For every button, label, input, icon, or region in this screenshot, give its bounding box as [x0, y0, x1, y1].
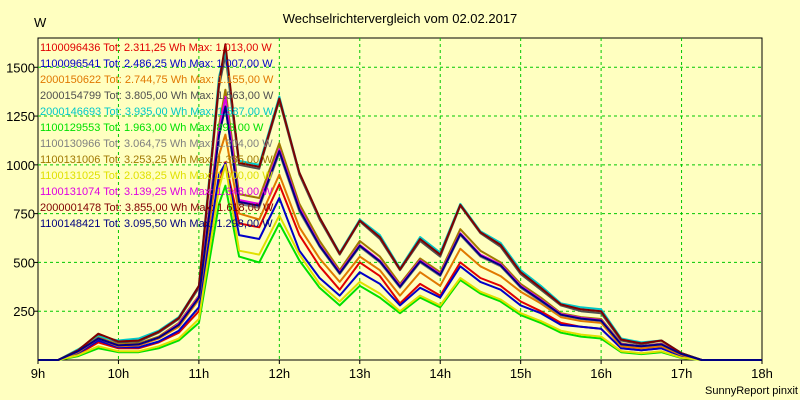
y-tick-label: 1000 — [6, 158, 35, 173]
x-tick-label: 10h — [108, 366, 130, 381]
legend: 1100096436 Tot: 2.311,25 Wh Max: 1.013,0… — [40, 42, 274, 230]
legend-entry-1100131006: 1100131006 Tot: 3.253,25 Wh Max: 1.385,0… — [40, 154, 273, 166]
x-tick-label: 16h — [590, 366, 612, 381]
legend-entry-2000154799: 2000154799 Tot: 3.805,00 Wh Max: 1.563,0… — [40, 90, 274, 102]
x-tick-label: 18h — [751, 366, 773, 381]
series-line-1100148421 — [38, 105, 762, 361]
series-line-2000001478 — [38, 43, 762, 361]
x-tick-label: 9h — [31, 366, 45, 381]
y-axis-unit: W — [34, 15, 47, 30]
x-tick-label: 13h — [349, 366, 371, 381]
x-tick-label: 11h — [189, 366, 210, 381]
x-tick-label: 12h — [268, 366, 290, 381]
x-tick-label: 15h — [510, 366, 532, 381]
chart-title: Wechselrichtervergleich vom 02.02.2017 — [283, 11, 518, 26]
x-tick-label: 14h — [429, 366, 451, 381]
legend-entry-2000146693: 2000146693 Tot: 3.935,00 Wh Max: 1.587,0… — [40, 106, 274, 118]
y-tick-label: 250 — [13, 304, 35, 319]
series-line-1100096541 — [38, 162, 762, 361]
legend-entry-1100131074: 1100131074 Tot: 3.139,25 Wh Max: 1.348,0… — [40, 186, 273, 198]
y-tick-label: 1250 — [6, 109, 35, 124]
legend-entry-2000001478: 2000001478 Tot: 3.855,00 Wh Max: 1.618,0… — [40, 202, 274, 214]
y-tick-label: 500 — [13, 255, 35, 270]
legend-entry-1100130966: 1100130966 Tot: 3.064,75 Wh Max: 1.304,0… — [40, 138, 273, 150]
legend-entry-1100131025: 1100131025 Tot: 2.038,25 Wh Max: 1.000,0… — [40, 170, 273, 182]
legend-entry-1100148421: 1100148421 Tot: 3.095,50 Wh Max: 1.298,0… — [40, 218, 273, 230]
x-axis: 9h 10h 11h 12h 13h 14h 15h 16h 17h 18h — [31, 360, 773, 381]
legend-entry-1100096541: 1100096541 Tot: 2.486,25 Wh Max: 1.007,0… — [40, 58, 273, 70]
footer-credit: SunnyReport pinxit — [705, 385, 798, 397]
series-line-1100131025 — [38, 163, 762, 361]
y-tick-label: 750 — [13, 207, 35, 222]
y-axis: 250 500 750 1000 1250 1500 — [6, 60, 38, 319]
legend-entry-1100129553: 1100129553 Tot: 1.963,00 Wh Max: 893,00 … — [40, 122, 264, 134]
y-tick-label: 1500 — [6, 60, 35, 75]
legend-entry-1100096436: 1100096436 Tot: 2.311,25 Wh Max: 1.013,0… — [40, 42, 272, 54]
legend-entry-2000150622: 2000150622 Tot: 2.744,75 Wh Max: 1.155,0… — [40, 74, 274, 86]
x-tick-label: 17h — [671, 366, 693, 381]
series-lines — [38, 43, 762, 361]
